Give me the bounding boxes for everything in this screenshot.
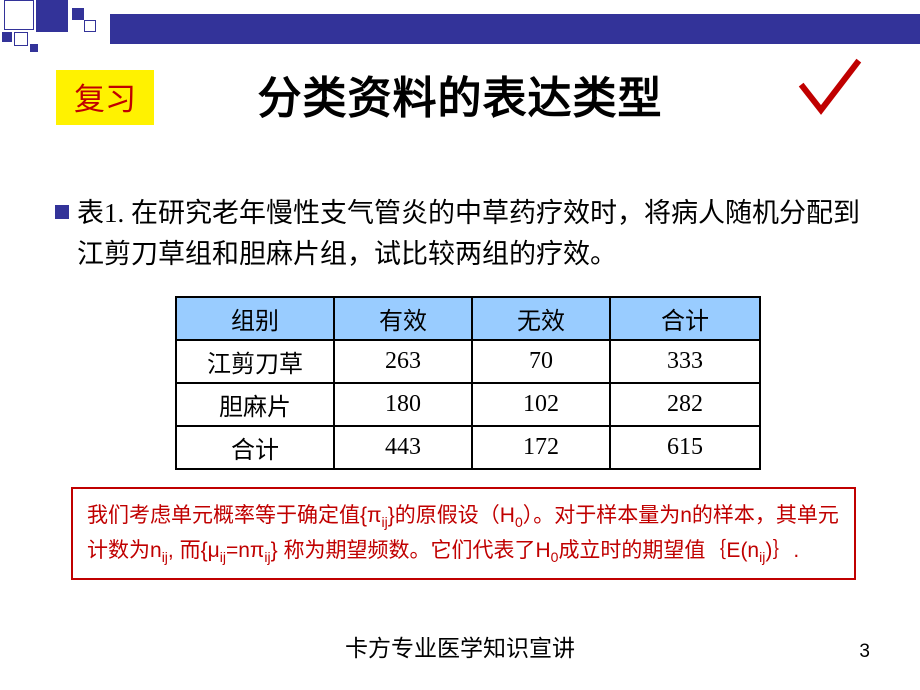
table-row: 合计 443 172 615 (176, 426, 760, 469)
table-row: 江剪刀草 263 70 333 (176, 340, 760, 383)
note-text: 我们考虑单元概率等于确定值{πij}的原假设（H0）。对于样本量为n的样本，其单… (87, 499, 840, 568)
table-cell: 615 (610, 426, 760, 469)
table-cell: 263 (334, 340, 472, 383)
bullet-square-icon (55, 205, 69, 219)
footer-text: 卡方专业医学知识宣讲 (0, 629, 920, 663)
slide-top-decoration (0, 0, 920, 40)
contingency-table: 组别 有效 无效 合计 江剪刀草 263 70 333 胆麻片 180 102 … (175, 296, 761, 470)
table-cell: 180 (334, 383, 472, 426)
decoration-square (14, 32, 28, 46)
decoration-square (4, 0, 34, 30)
table-cell: 102 (472, 383, 610, 426)
table-row: 胆麻片 180 102 282 (176, 383, 760, 426)
decoration-stripe (110, 14, 920, 44)
decoration-square (84, 20, 96, 32)
table-cell: 江剪刀草 (176, 340, 334, 383)
note-box: 我们考虑单元概率等于确定值{πij}的原假设（H0）。对于样本量为n的样本，其单… (71, 487, 856, 580)
table-header-row: 组别 有效 无效 合计 (176, 297, 760, 340)
table-cell: 胆麻片 (176, 383, 334, 426)
table-cell: 70 (472, 340, 610, 383)
bullet-text: 表1. 在研究老年慢性支气管炎的中草药疗效时，将病人随机分配到江剪刀草组和胆麻片… (77, 193, 875, 274)
decoration-square (36, 0, 68, 32)
table-cell: 282 (610, 383, 760, 426)
table-cell: 合计 (176, 426, 334, 469)
bullet-paragraph: 表1. 在研究老年慢性支气管炎的中草药疗效时，将病人随机分配到江剪刀草组和胆麻片… (55, 193, 875, 274)
table-cell: 172 (472, 426, 610, 469)
checkmark-icon (795, 55, 865, 125)
table-header-cell: 组别 (176, 297, 334, 340)
table-header-cell: 无效 (472, 297, 610, 340)
page-number: 3 (859, 641, 870, 663)
slide-title: 分类资料的表达类型 (0, 62, 920, 126)
table-cell: 333 (610, 340, 760, 383)
decoration-square (2, 32, 12, 42)
table-header-cell: 合计 (610, 297, 760, 340)
table-header-cell: 有效 (334, 297, 472, 340)
table-cell: 443 (334, 426, 472, 469)
decoration-square (72, 8, 84, 20)
decoration-square (30, 44, 38, 52)
